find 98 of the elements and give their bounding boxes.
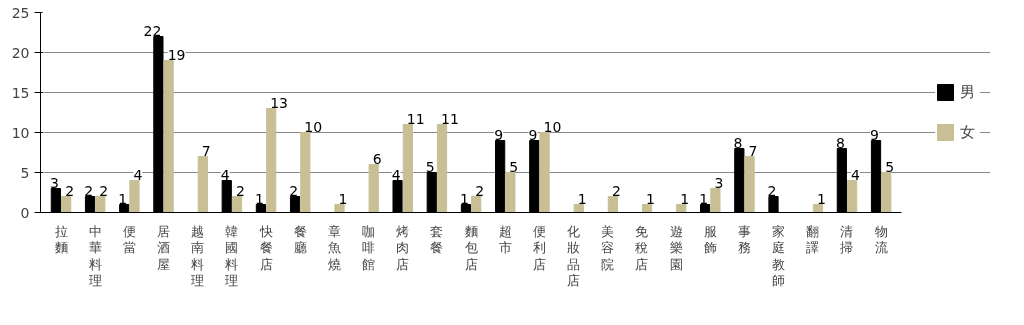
data-label: 1 (816, 190, 826, 207)
data-label: 5 (425, 158, 435, 175)
data-label: 3 (714, 174, 724, 191)
data-label: 3 (49, 174, 59, 191)
data-label: 1 (460, 190, 469, 207)
bar (710, 188, 721, 213)
data-label: 6 (372, 150, 382, 167)
y-tick-label: 25 (11, 4, 30, 21)
data-label: 13 (270, 94, 288, 111)
data-label: 22 (143, 22, 162, 39)
bar (539, 132, 550, 213)
x-tick-label: 烤肉店 (396, 223, 410, 272)
bar (471, 196, 482, 213)
bar (744, 156, 755, 213)
x-tick-label: 化妝品店 (567, 223, 581, 288)
data-label: 1 (646, 190, 655, 207)
data-label: 2 (611, 182, 621, 199)
bar (573, 204, 584, 213)
x-tick-label: 中華料理 (88, 223, 102, 288)
data-label: 8 (733, 134, 743, 151)
x-tick-label: 居酒屋 (157, 223, 171, 272)
x-tick-label: 快餐店 (258, 223, 273, 272)
data-label: 4 (851, 166, 861, 183)
data-label: 2 (65, 182, 75, 199)
bar (505, 172, 516, 213)
bar (676, 204, 687, 213)
bar (368, 164, 379, 213)
data-label: 7 (748, 142, 758, 159)
data-label: 2 (289, 182, 299, 199)
bar (812, 204, 824, 213)
bar (402, 124, 413, 213)
x-tick-label: 遊樂園 (669, 223, 683, 272)
bar (231, 196, 243, 213)
bar (163, 60, 174, 213)
y-tick-label: 0 (20, 204, 30, 221)
bar (197, 156, 208, 213)
bar (61, 196, 72, 213)
data-label: 5 (885, 158, 895, 175)
bar (334, 204, 345, 213)
x-tick-label: 章魚燒 (327, 223, 341, 272)
data-label: 1 (680, 190, 690, 207)
x-tick-label: 越南料理 (191, 223, 205, 288)
data-label: 1 (255, 190, 264, 207)
data-label: 9 (870, 126, 880, 143)
data-label: 8 (835, 134, 845, 151)
data-label: 2 (84, 182, 94, 199)
bar (641, 204, 653, 213)
x-tick-label: 餐廳 (293, 223, 307, 255)
data-label: 2 (475, 182, 485, 199)
data-label: 9 (528, 126, 538, 143)
data-label: 11 (406, 110, 425, 127)
x-tick-label: 翻譯 (806, 223, 820, 255)
data-label: 1 (577, 190, 587, 207)
x-tick-label: 咖啡館 (362, 223, 376, 272)
bar (129, 180, 140, 213)
x-tick-label: 清掃 (840, 223, 854, 255)
data-label: 4 (391, 166, 401, 183)
bar (607, 196, 619, 213)
data-label: 10 (543, 118, 562, 135)
x-tick-label: 家庭教師 (772, 223, 786, 288)
bar (300, 132, 311, 213)
data-label: 9 (494, 126, 504, 143)
data-label: 2 (99, 182, 109, 199)
x-tick-label: 便利店 (532, 223, 546, 272)
data-label: 5 (509, 158, 519, 175)
bar (95, 196, 106, 213)
data-label: 1 (699, 190, 709, 207)
x-tick-label: 麵包店 (464, 223, 478, 272)
x-tick-label: 韓國料理 (225, 223, 239, 288)
y-tick-label: 15 (11, 84, 30, 101)
data-label: 4 (220, 166, 230, 183)
x-tick-label: 美容院 (601, 223, 615, 272)
x-tick-label: 物流 (874, 223, 888, 255)
x-tick-label: 事務 (737, 223, 751, 255)
data-label: 7 (201, 142, 211, 159)
data-label: 11 (441, 110, 459, 127)
x-tick-label: 套餐 (430, 223, 444, 255)
bar (846, 180, 858, 213)
bar (436, 124, 448, 213)
bar (266, 108, 277, 213)
y-tick-label: 20 (11, 44, 30, 61)
data-label: 1 (118, 190, 128, 207)
data-label: 10 (304, 118, 323, 135)
data-label: 4 (133, 166, 143, 183)
x-tick-label: 拉麵 (54, 223, 68, 255)
data-label: 19 (167, 46, 186, 63)
x-tick-label: 超市 (498, 223, 512, 255)
legend-label: 男 (960, 82, 976, 102)
x-tick-label: 服飾 (703, 223, 717, 255)
x-tick-label: 便當 (122, 223, 136, 255)
legend-label: 女 (960, 122, 976, 142)
y-tick-label: 5 (20, 164, 30, 181)
x-tick-label: 免稅店 (635, 223, 649, 272)
data-label: 1 (338, 190, 348, 207)
bar (881, 172, 892, 213)
data-label: 2 (767, 182, 777, 199)
y-tick-label: 10 (11, 124, 30, 141)
data-label: 2 (235, 182, 245, 199)
